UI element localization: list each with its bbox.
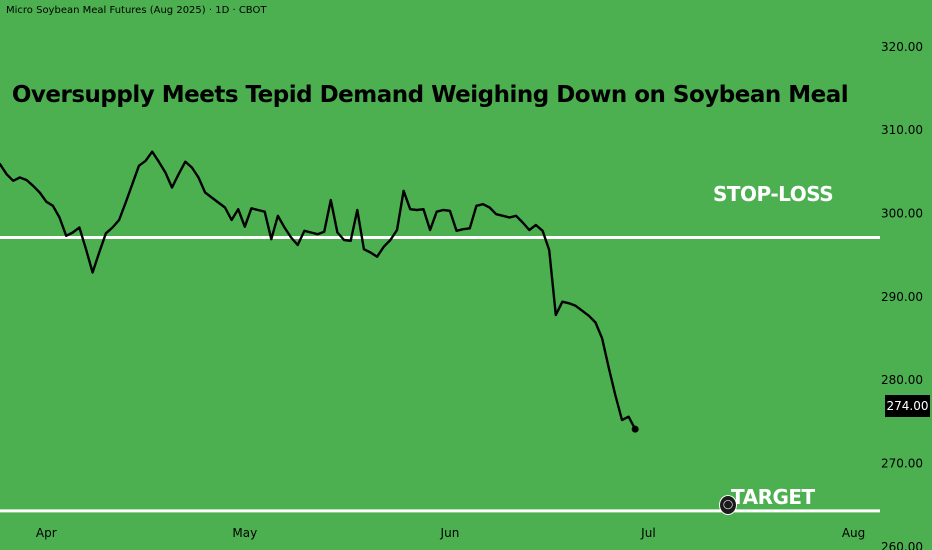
stop-loss-label: STOP-LOSS [713, 182, 834, 206]
last-price-marker [631, 425, 639, 433]
y-tick-label: 320.00 [881, 40, 923, 54]
instrument-header: Micro Soybean Meal Futures (Aug 2025) · … [6, 5, 267, 16]
y-tick-label: 280.00 [881, 373, 923, 387]
tradingview-logo-icon[interactable]: ◯ [719, 495, 737, 515]
x-tick-label: Apr [36, 526, 57, 540]
y-tick-label: 310.00 [881, 123, 923, 137]
x-tick-label: May [232, 526, 257, 540]
last-price-tag: 274.00 [885, 395, 930, 417]
target-label: TARGET [731, 485, 815, 509]
y-tick-label: 290.00 [881, 290, 923, 304]
y-tick-label: 260.00 [881, 540, 923, 550]
price-series-line [0, 150, 637, 431]
x-tick-label: Jun [440, 526, 460, 540]
x-tick-label: Aug [842, 526, 865, 540]
y-tick-label: 270.00 [881, 457, 923, 471]
chart-title: Oversupply Meets Tepid Demand Weighing D… [11, 82, 849, 108]
x-tick-label: Jul [640, 526, 655, 540]
y-tick-label: 300.00 [881, 207, 923, 221]
